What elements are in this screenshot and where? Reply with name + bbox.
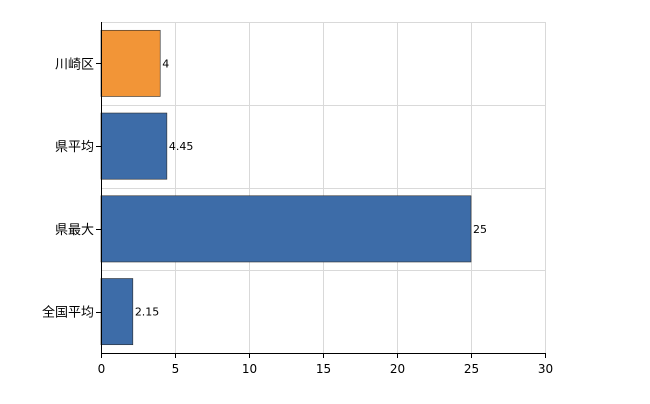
bars	[100, 29, 472, 346]
x-tick-label-6: 30	[538, 362, 553, 376]
x-tick-label-0: 0	[98, 362, 106, 376]
x-tick-label-3: 15	[316, 362, 331, 376]
bar-0[interactable]	[100, 29, 161, 97]
data-label-1: 4.45	[169, 140, 194, 153]
grid-lines	[101, 22, 546, 353]
data-label-0: 4	[162, 57, 169, 70]
x-tick-label-2: 10	[242, 362, 257, 376]
category-label-2: 県最大	[55, 223, 94, 238]
axes	[96, 22, 546, 358]
bar-3[interactable]	[100, 278, 134, 346]
x-tick-label-4: 20	[390, 362, 405, 376]
data-label-2: 25	[473, 223, 487, 236]
x-tick-label-5: 25	[464, 362, 479, 376]
bar-1[interactable]	[100, 112, 168, 180]
category-label-1: 県平均	[55, 140, 94, 155]
data-label-3: 2.15	[135, 306, 160, 319]
x-tick-label-1: 5	[172, 362, 180, 376]
category-label-0: 川崎区	[55, 57, 94, 72]
labels: 4 川崎区 4.45 県平均 25 県最大 2.15 全国平均 0 5 10 15 20 25 30	[42, 57, 553, 376]
bar-2[interactable]	[100, 195, 472, 263]
category-label-3: 全国平均	[42, 305, 94, 321]
